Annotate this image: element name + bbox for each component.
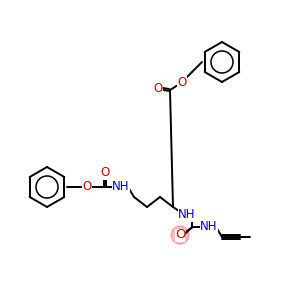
Text: O: O — [175, 229, 185, 242]
Text: NH: NH — [178, 208, 196, 221]
Text: O: O — [82, 181, 91, 194]
Text: O: O — [177, 76, 187, 88]
Text: NH: NH — [200, 220, 218, 233]
Circle shape — [171, 226, 189, 244]
Text: NH: NH — [112, 181, 130, 194]
Text: O: O — [153, 82, 163, 94]
Text: O: O — [100, 167, 109, 179]
